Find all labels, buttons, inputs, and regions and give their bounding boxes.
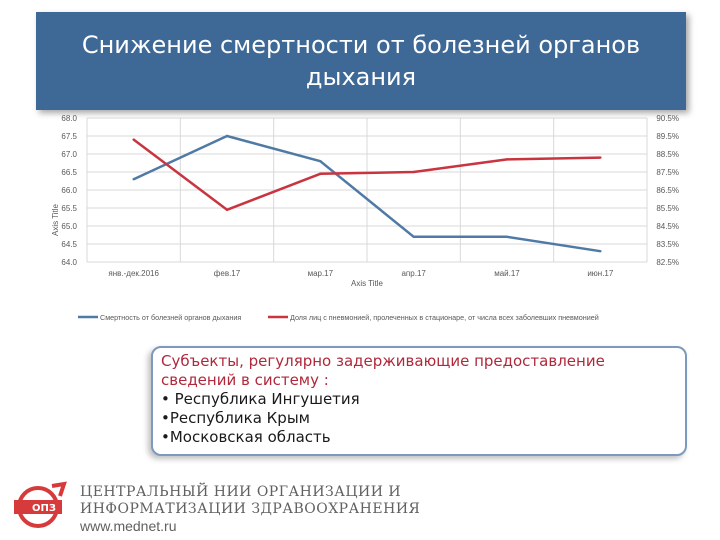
org-name-line-2: ИНФОРМАТИЗАЦИИ ЗДРАВООХРАНЕНИЯ — [80, 501, 421, 517]
org-url-link[interactable]: www.mednet.ru — [80, 518, 177, 534]
x-tick-label: апр.17 — [401, 269, 426, 278]
subject-item: •Московская область — [161, 428, 331, 446]
legend-label-2: Доля лиц с пневмонией, пролеченных в ста… — [290, 313, 599, 322]
subject-item: •Республика Крым — [161, 409, 310, 427]
y-tick-label: 68.0 — [61, 114, 77, 123]
y-tick-label: 66.0 — [61, 186, 77, 195]
x-tick-label: янв.-дек.2016 — [108, 269, 159, 278]
y2-tick-label: 84.5% — [656, 222, 679, 231]
y2-tick-label: 88.5% — [656, 150, 679, 159]
institute-logo-icon: ОПЗ — [14, 481, 67, 528]
y2-tick-label: 87.5% — [656, 168, 679, 177]
y2-tick-label: 83.5% — [656, 240, 679, 249]
series-1-point — [599, 250, 602, 253]
series-2-point — [505, 158, 509, 161]
org-name-line-1: ЦЕНТРАЛЬНЫЙ НИИ ОРГАНИЗАЦИИ И — [80, 484, 402, 500]
series-2-point — [132, 138, 135, 141]
legend-label-1: Смертность от болезней органов дыхания — [100, 313, 241, 322]
subject-item: • Республика Ингушетия — [161, 390, 360, 408]
series-1-point — [319, 160, 322, 163]
y2-tick-label: 89.5% — [656, 132, 679, 141]
y-tick-label: 66.5 — [61, 168, 77, 177]
title-band: Снижение смертности от болезней органов … — [36, 12, 686, 110]
y-axis-title: Axis Title — [51, 203, 60, 236]
y-tick-label: 64.0 — [61, 258, 77, 267]
series-2-point — [412, 170, 415, 174]
footer: ОПЗ ЦЕНТРАЛЬНЫЙ НИИ ОРГАНИЗАЦИИ И ИНФОРМ… — [0, 472, 720, 540]
series-1-point — [132, 178, 135, 181]
slide-title: Снижение смертности от болезней органов … — [81, 31, 641, 91]
series-1-point — [225, 134, 229, 138]
series-1-point — [412, 235, 415, 238]
subjects-title: Субъекты, регулярно задерживающие предос… — [161, 352, 605, 389]
y2-tick-label: 85.5% — [656, 204, 679, 213]
y-tick-label: 64.5 — [61, 240, 77, 249]
x-tick-label: май.17 — [494, 269, 520, 278]
y-tick-label: 67.0 — [61, 150, 77, 159]
series-2-point — [225, 208, 229, 211]
y-tick-label: 65.0 — [61, 222, 77, 231]
series-2-point — [599, 156, 602, 159]
y2-tick-label: 82.5% — [656, 258, 679, 267]
y-tick-label: 65.5 — [61, 204, 77, 213]
x-tick-label: мар.17 — [308, 269, 334, 278]
x-axis-title: Axis Title — [351, 279, 384, 288]
y-tick-label: 67.5 — [61, 132, 77, 141]
y2-tick-label: 90.5% — [656, 114, 679, 123]
logo-text: ОПЗ — [32, 503, 56, 514]
x-tick-label: июн.17 — [587, 269, 614, 278]
series-line-1 — [133, 134, 601, 253]
line-chart: 68.0 90.5% 67.5 89.5% 67.0 88.5% 66.5 87.5% 66.0… — [51, 114, 679, 322]
x-tick-label: фев.17 — [214, 269, 241, 278]
series-2-point — [319, 172, 322, 175]
series-line-2 — [132, 138, 601, 212]
subjects-box: Субъекты, регулярно задерживающие предос… — [151, 346, 687, 456]
y2-tick-label: 86.5% — [656, 186, 679, 195]
series-1-point — [505, 235, 509, 238]
